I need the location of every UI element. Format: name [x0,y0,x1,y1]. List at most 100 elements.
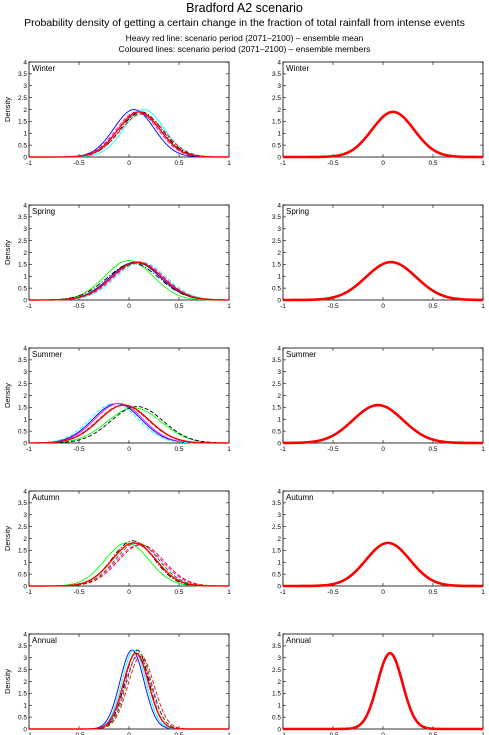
x-tick-label: 0 [381,446,385,453]
axes-frame [28,204,230,301]
season-label: Autumn [286,493,314,502]
axes-frame [28,490,230,587]
member-curve-3 [29,261,230,301]
x-tick-label: 0.5 [428,446,437,453]
x-tick-label: -1 [26,303,32,310]
ensemble-mean-curve [283,110,484,159]
y-tick-label: 1.5 [272,405,281,412]
y-tick-label: 1 [23,417,27,424]
season-label: Spring [32,207,55,216]
y-tick-label: 3.5 [272,71,281,78]
y-tick-label: 1 [277,417,281,424]
y-tick-label: 3 [23,226,27,233]
y-tick-label: 4 [23,59,27,66]
y-tick-label: 1 [277,131,281,138]
x-tick-label: 0 [381,303,385,310]
x-tick-label: 0 [127,303,131,310]
x-tick-label: -1 [26,589,32,596]
x-tick-label: 0.5 [174,732,183,735]
member-curve-1 [29,542,229,587]
x-tick-label: 0 [127,589,131,596]
y-tick-label: 0.5 [18,285,27,292]
member-curve-3 [29,113,229,158]
member-curve-2 [28,261,230,301]
ensemble-mean-curve [283,541,483,588]
legend-line-mean: Heavy red line: scenario period (2071–21… [125,33,364,43]
y-tick-label: 2.5 [272,95,281,102]
x-tick-label: 0.5 [174,160,183,167]
member-curve-2 [29,542,229,587]
chart-panel-annual-members: 0 0.5 1 1.5 2 2.5 3 3.5 4 -1 -0.5 0 0.5 1 Annual Densit… [3,631,231,735]
x-tick-label: 1 [227,303,231,310]
y-tick-label: 2.5 [272,238,281,245]
x-tick-label: -1 [26,446,32,453]
y-tick-label: 2.5 [18,95,27,102]
y-tick-label: 1 [23,560,27,567]
y-tick-label: 2 [23,107,27,114]
y-tick-label: 1.5 [18,691,27,698]
season-label: Spring [286,207,309,216]
season-label: Summer [32,350,63,359]
chart-panel-summer-members: 0 0.5 1 1.5 2 2.5 3 3.5 4 -1 -0.5 0 0.5 1 Summer Densit… [3,345,231,453]
y-tick-label: 1.5 [18,548,27,555]
y-tick-label: 2 [277,107,281,114]
y-tick-label: 3 [23,369,27,376]
y-tick-label: 0 [277,583,281,590]
member-curve-1 [29,649,229,730]
x-tick-label: 0 [381,160,385,167]
x-tick-label: -0.5 [327,446,339,453]
x-tick-label: -1 [280,446,286,453]
member-curve-4 [29,263,230,301]
y-tick-label: 1 [23,131,27,138]
y-tick-label: 0.5 [272,142,281,149]
y-tick-label: 0.5 [18,142,27,149]
y-tick-label: 2.5 [272,667,281,674]
y-axis-label: Density [3,240,12,265]
y-tick-label: 1.5 [272,548,281,555]
y-tick-label: 4 [23,488,27,495]
ensemble-mean-curve [283,403,483,445]
y-tick-label: 3 [277,226,281,233]
y-tick-label: 2 [277,536,281,543]
axes-frame [282,490,484,587]
x-tick-label: 1 [227,589,231,596]
x-tick-label: 0.5 [174,446,183,453]
y-tick-label: 3 [277,655,281,662]
chart-panel-spring-members: 0 0.5 1 1.5 2 2.5 3 3.5 4 -1 -0.5 0 0.5 1 Spring Densit… [3,202,231,310]
x-tick-label: 0 [127,732,131,735]
x-tick-label: -0.5 [327,589,339,596]
x-tick-label: -1 [280,160,286,167]
y-tick-label: 3 [23,512,27,519]
y-tick-label: 2 [277,679,281,686]
y-tick-label: 3.5 [18,500,27,507]
y-tick-label: 2 [277,250,281,257]
axes-frame [282,61,484,158]
x-tick-label: 0.5 [428,732,437,735]
x-tick-label: 0.5 [428,589,437,596]
chart-panel-summer-mean: 0 0.5 1 1.5 2 2.5 3 3.5 4 -1 -0.5 0 0.5 1 Summer [272,345,485,453]
member-curve-2 [29,649,229,730]
axes-frame [28,61,230,158]
x-tick-label: -0.5 [73,589,85,596]
y-tick-label: 1.5 [272,691,281,698]
x-tick-label: -1 [280,732,286,735]
y-tick-label: 3 [23,83,27,90]
member-curve-2 [28,403,229,444]
x-tick-label: 0 [381,589,385,596]
legend-line-members: Coloured lines: scenario period (2071–21… [118,44,371,54]
y-tick-label: 1 [23,703,27,710]
member-curve-4 [29,649,229,730]
x-tick-label: -1 [26,160,32,167]
y-axis-label: Density [3,526,12,551]
y-tick-label: 1 [23,274,27,281]
y-tick-label: 4 [23,202,27,209]
member-curve-6 [28,403,229,444]
x-tick-label: -1 [26,732,32,735]
member-curve-5 [29,261,230,301]
y-tick-label: 2.5 [272,524,281,531]
y-tick-label: 0 [23,726,27,733]
y-tick-label: 1.5 [18,262,27,269]
x-tick-label: 1 [481,160,485,167]
y-tick-label: 4 [23,631,27,638]
y-tick-label: 3.5 [18,71,27,78]
